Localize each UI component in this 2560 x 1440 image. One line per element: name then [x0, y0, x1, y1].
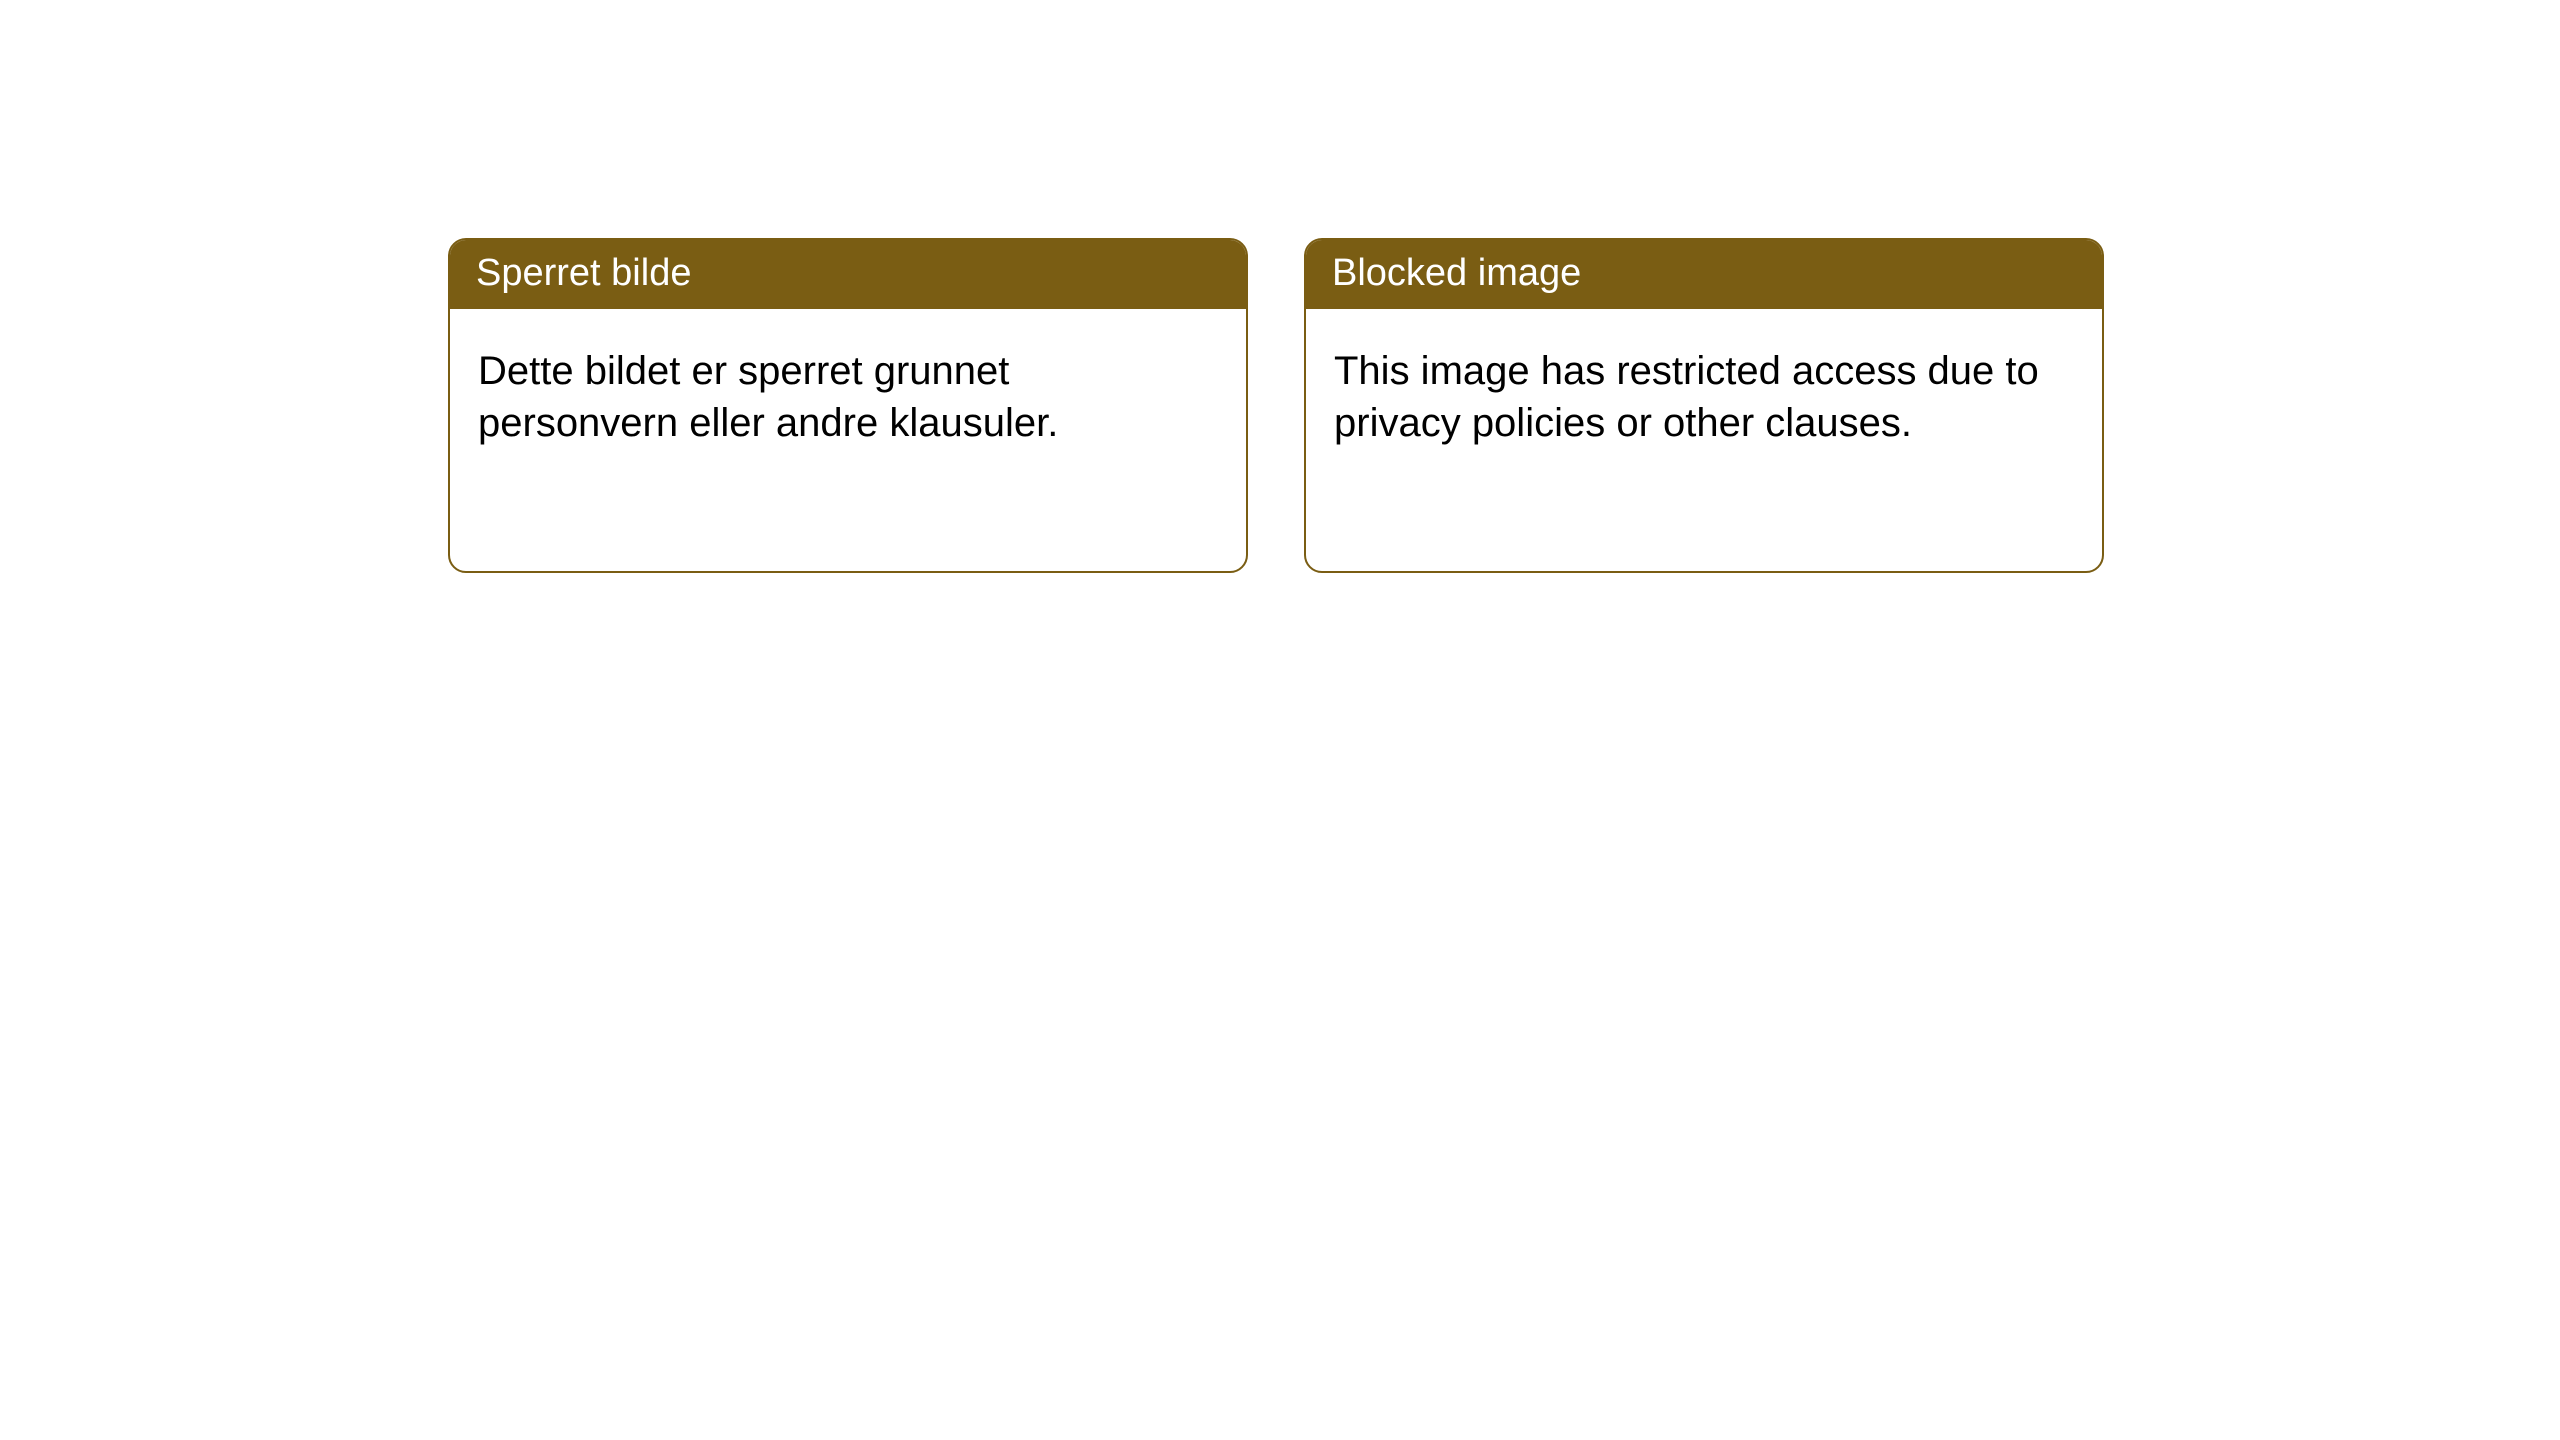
- card-body-english: This image has restricted access due to …: [1306, 309, 2102, 485]
- card-body-norwegian: Dette bildet er sperret grunnet personve…: [450, 309, 1246, 485]
- card-title-norwegian: Sperret bilde: [476, 252, 691, 294]
- notice-container: Sperret bilde Dette bildet er sperret gr…: [0, 0, 2560, 573]
- card-message-norwegian: Dette bildet er sperret grunnet personve…: [478, 349, 1058, 445]
- card-header-english: Blocked image: [1306, 240, 2102, 309]
- card-title-english: Blocked image: [1332, 252, 1581, 294]
- blocked-image-card-english: Blocked image This image has restricted …: [1304, 238, 2104, 573]
- card-message-english: This image has restricted access due to …: [1334, 349, 2039, 445]
- card-header-norwegian: Sperret bilde: [450, 240, 1246, 309]
- blocked-image-card-norwegian: Sperret bilde Dette bildet er sperret gr…: [448, 238, 1248, 573]
